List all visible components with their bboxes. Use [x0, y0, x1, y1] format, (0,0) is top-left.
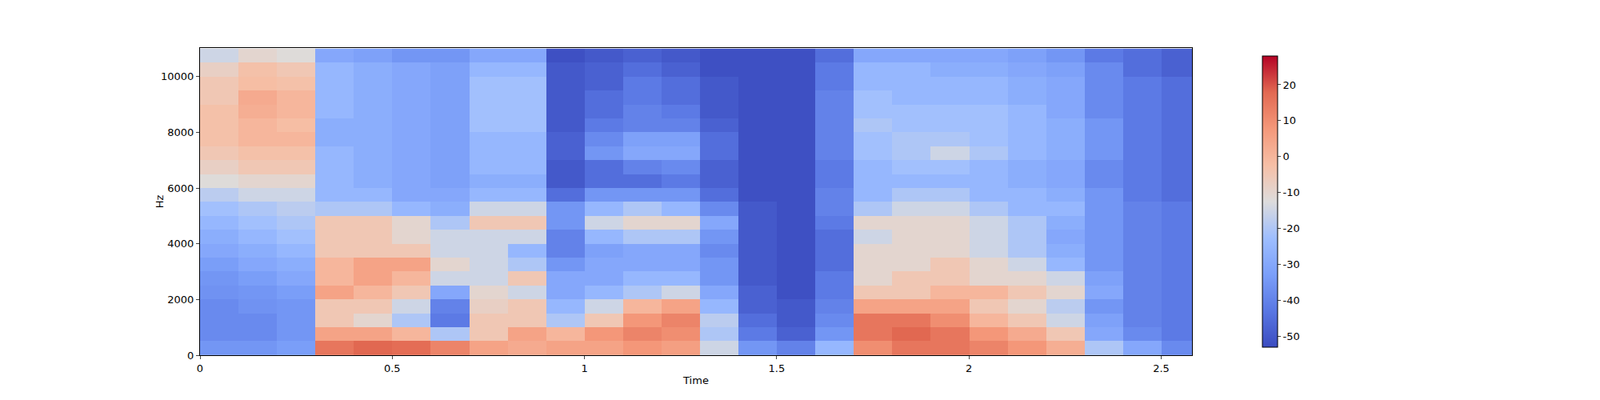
svg-text:10: 10 [1283, 114, 1297, 127]
svg-text:0: 0 [1283, 150, 1290, 163]
svg-text:2.5: 2.5 [1152, 362, 1170, 375]
svg-text:10000: 10000 [160, 70, 194, 83]
svg-text:-40: -40 [1283, 294, 1300, 307]
svg-text:6000: 6000 [167, 182, 194, 195]
svg-text:8000: 8000 [167, 126, 194, 139]
svg-text:0: 0 [196, 362, 204, 375]
svg-text:0: 0 [187, 349, 194, 362]
svg-text:-10: -10 [1283, 186, 1300, 199]
svg-text:4000: 4000 [167, 237, 194, 250]
svg-text:2: 2 [965, 362, 972, 375]
svg-text:Time: Time [682, 374, 709, 387]
svg-text:Hz: Hz [153, 195, 166, 209]
svg-text:20: 20 [1283, 79, 1297, 92]
svg-text:1.5: 1.5 [768, 362, 786, 375]
svg-text:-50: -50 [1283, 330, 1300, 343]
svg-text:-20: -20 [1283, 222, 1300, 235]
svg-text:-30: -30 [1283, 258, 1300, 271]
svg-text:2000: 2000 [167, 293, 194, 306]
svg-text:0.5: 0.5 [384, 362, 401, 375]
svg-text:1: 1 [580, 362, 588, 375]
